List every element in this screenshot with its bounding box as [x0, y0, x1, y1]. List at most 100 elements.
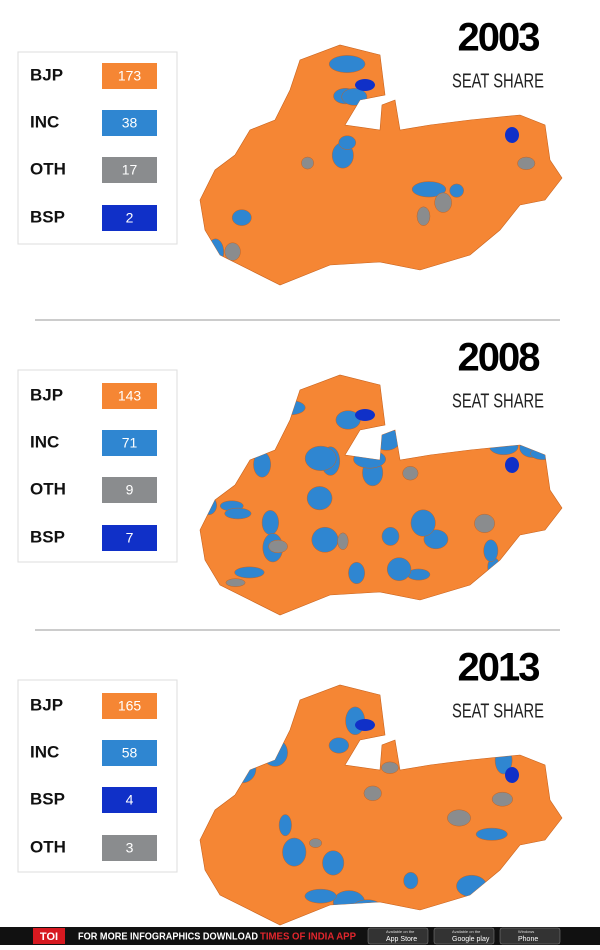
seat-count: 71	[122, 435, 138, 451]
subtitle: SEAT SHARE	[452, 700, 544, 722]
region	[386, 557, 412, 581]
seat-badge	[102, 693, 157, 719]
region	[355, 719, 375, 731]
region	[381, 761, 399, 774]
region	[278, 814, 292, 837]
footer-app: TIMES OF INDIA APP	[260, 932, 356, 943]
seat-badge	[102, 525, 157, 551]
seat-badge	[102, 157, 157, 183]
seat-count: 38	[122, 115, 138, 131]
region	[231, 209, 252, 226]
region	[434, 192, 452, 213]
party-label: BSP	[30, 789, 65, 808]
region	[337, 532, 349, 550]
seat-count: 9	[126, 482, 134, 498]
brand: TOI	[40, 931, 58, 943]
badge-small: Windows	[518, 929, 534, 934]
region	[363, 785, 382, 801]
badge-big: Phone	[518, 936, 538, 943]
seat-badge	[102, 477, 157, 503]
state-map	[199, 374, 563, 616]
badge-small: Available on the	[452, 929, 481, 934]
region	[416, 206, 431, 226]
region	[322, 850, 345, 876]
party-label: INC	[30, 112, 59, 131]
party-label: OTH	[30, 837, 66, 856]
region	[225, 578, 246, 587]
badge-small: Available on the	[386, 929, 415, 934]
party-label: BSP	[30, 527, 65, 546]
region	[483, 539, 499, 562]
party-label: INC	[30, 742, 59, 761]
region	[355, 409, 375, 421]
seat-badge	[102, 835, 157, 861]
seat-badge	[102, 110, 157, 136]
seat-count: 143	[118, 388, 142, 404]
store-badge	[433, 927, 495, 945]
region	[224, 507, 252, 520]
region	[328, 55, 366, 73]
seat-count: 165	[118, 698, 142, 714]
region	[403, 871, 419, 890]
seat-count: 3	[126, 840, 134, 856]
year: 2013	[458, 646, 540, 690]
party-label: BJP	[30, 65, 63, 84]
region	[411, 181, 447, 198]
subtitle: SEAT SHARE	[452, 70, 544, 92]
region	[447, 809, 471, 827]
region	[338, 135, 357, 150]
store-badge	[367, 927, 429, 945]
footer: TOI FOR MORE INFOGRAPHICS DOWNLOAD TIMES O…	[0, 927, 600, 945]
region	[491, 791, 513, 807]
seat-badge	[102, 205, 157, 231]
seat-count: 17	[122, 162, 138, 178]
region	[261, 510, 279, 535]
seat-badge	[102, 63, 157, 89]
region	[402, 466, 419, 481]
party-label: BJP	[30, 385, 63, 404]
region	[311, 526, 339, 553]
seat-count: 7	[126, 530, 134, 546]
party-label: BJP	[30, 695, 63, 714]
seat-count: 173	[118, 68, 142, 84]
store-badge	[499, 927, 561, 945]
region	[449, 183, 464, 198]
region	[301, 156, 314, 170]
seat-badge	[102, 740, 157, 766]
party-label: BSP	[30, 207, 65, 226]
region	[304, 445, 337, 471]
subtitle: SEAT SHARE	[452, 390, 544, 412]
year: 2003	[458, 16, 540, 60]
party-label: INC	[30, 432, 59, 451]
state-map	[199, 44, 563, 286]
seat-count: 2	[126, 210, 134, 226]
region	[348, 562, 365, 585]
region	[474, 513, 495, 533]
badge-big: Google play	[452, 936, 490, 943]
region	[224, 242, 241, 261]
region	[306, 486, 333, 511]
region	[505, 767, 519, 783]
region	[505, 457, 519, 473]
seat-count: 4	[126, 792, 134, 808]
panel: 2013 SEAT SHARE BJP 165 INC 58 BSP 4 OTH 3	[17, 646, 563, 926]
region	[309, 838, 323, 848]
seat-badge	[102, 430, 157, 456]
party-label: OTH	[30, 479, 66, 498]
region	[423, 529, 449, 550]
seat-badge	[102, 383, 157, 409]
year: 2008	[458, 336, 541, 380]
region	[517, 156, 536, 170]
region	[234, 566, 265, 579]
seat-count: 58	[122, 745, 138, 761]
region	[268, 539, 288, 554]
footer-text: FOR MORE INFOGRAPHICS DOWNLOAD	[78, 932, 258, 943]
region	[282, 837, 307, 867]
region	[475, 827, 508, 841]
brand-box	[33, 928, 65, 944]
seat-badge	[102, 787, 157, 813]
panel: 2008 SEAT SHARE BJP 143 INC 71 OTH 9 BSP 7	[17, 336, 563, 616]
region	[355, 79, 375, 91]
region	[381, 526, 400, 546]
